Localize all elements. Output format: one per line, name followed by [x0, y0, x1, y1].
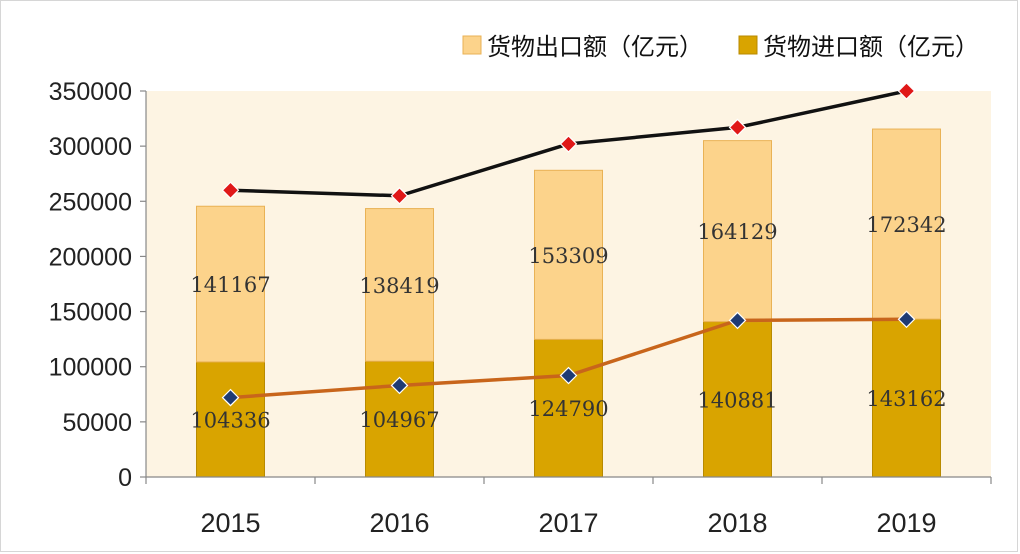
- x-tick-label: 2018: [707, 508, 767, 538]
- bar: [703, 321, 772, 478]
- legend: 货物出口额（亿元） 货物进口额（亿元）: [462, 33, 979, 61]
- data-label-export: 172342: [866, 213, 946, 237]
- x-tick-label: 2017: [538, 508, 598, 538]
- bar: [196, 205, 265, 363]
- data-label-import: 143162: [866, 387, 946, 411]
- y-tick-label: 300000: [49, 133, 132, 161]
- data-label-import: 104336: [190, 408, 270, 432]
- line-marker: [559, 366, 578, 385]
- bar: [872, 128, 941, 320]
- lines-group: [221, 82, 916, 407]
- line-marker: [897, 310, 916, 329]
- data-label-export: 138419: [359, 274, 439, 298]
- line-marker: [897, 82, 916, 100]
- legend-swatch: [738, 35, 758, 55]
- y-tick-label: 250000: [49, 188, 132, 216]
- bar: [365, 208, 434, 362]
- line-marker: [221, 181, 240, 200]
- legend-swatch: [462, 35, 482, 55]
- data-label-export: 153309: [528, 244, 608, 268]
- y-tick-label: 0: [118, 464, 132, 492]
- legend-label: 货物出口额（亿元）: [487, 33, 703, 61]
- data-label-import: 104967: [359, 408, 439, 432]
- axes-group: 0 50000 100000 150000 200000 250000 300000 3500…: [49, 78, 992, 538]
- data-label-import: 124790: [528, 397, 608, 421]
- bars-group: [196, 128, 941, 478]
- legend-label: 货物进口额（亿元）: [763, 33, 979, 61]
- y-tick-label: 350000: [49, 78, 132, 106]
- bar: [534, 169, 603, 340]
- data-label-export: 141167: [190, 273, 270, 297]
- line-marker: [390, 186, 409, 205]
- data-label-export: 164129: [697, 220, 777, 244]
- x-tick-label: 2015: [200, 508, 260, 538]
- data-label-import: 140881: [697, 388, 777, 412]
- line-marker: [221, 388, 240, 407]
- y-tick-label: 200000: [49, 243, 132, 271]
- line-marker: [728, 311, 747, 330]
- line-marker: [559, 135, 578, 153]
- y-tick-label: 150000: [49, 299, 132, 327]
- x-tick-label: 2016: [369, 508, 429, 538]
- bar: [196, 361, 265, 478]
- line-marker: [390, 376, 409, 395]
- bar: [703, 140, 772, 323]
- bar: [872, 318, 941, 478]
- y-tick-label: 100000: [49, 354, 132, 382]
- data-labels-group: 141167 104336 138419 104967 153309 124790 1641…: [190, 213, 946, 432]
- x-tick-label: 2019: [876, 508, 936, 538]
- y-tick-label: 50000: [62, 409, 132, 437]
- line-marker: [728, 118, 747, 137]
